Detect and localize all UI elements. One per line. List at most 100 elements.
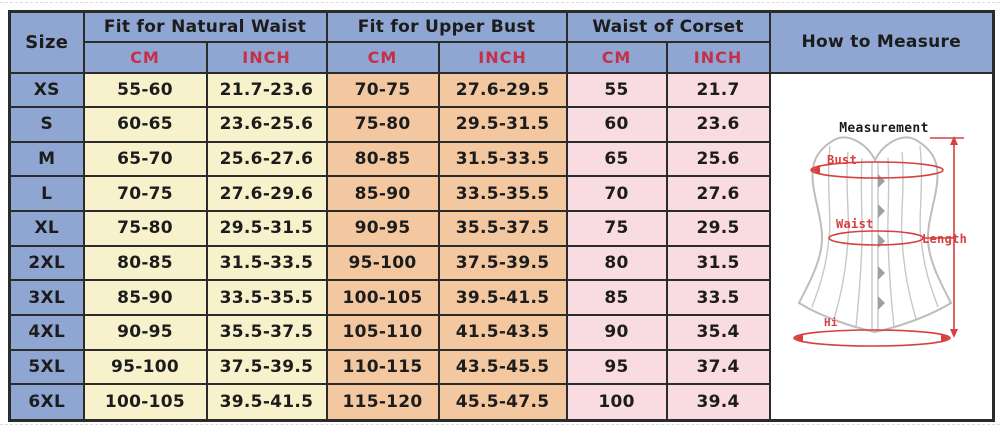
cell-nw-cm: 90-95 bbox=[82, 314, 208, 351]
size-column-header: Size bbox=[8, 10, 85, 74]
table-row-2xl: 2XL 80-85 31.5-33.5 95-100 37.5-39.5 80 … bbox=[8, 244, 994, 282]
corset-measurement-diagram: Measurement Bust Waist Length Hi bbox=[793, 121, 967, 347]
cell-ub-inch: 43.5-45.5 bbox=[437, 348, 568, 386]
natural-waist-group-header: Fit for Natural Waist bbox=[82, 10, 328, 43]
table-row-4xl: 4XL 90-95 35.5-37.5 105-110 41.5-43.5 90… bbox=[8, 314, 994, 351]
cell-nw-cm: 55-60 bbox=[82, 71, 208, 109]
upper-bust-group-header: Fit for Upper Bust bbox=[325, 10, 568, 43]
cell-ub-inch: 39.5-41.5 bbox=[437, 279, 568, 317]
size-cell: L bbox=[8, 175, 85, 213]
table-row-6xl: 6XL 100-105 39.5-41.5 115-120 45.5-47.5 … bbox=[8, 383, 994, 421]
table-row-m: M 65-70 25.6-27.6 80-85 31.5-33.5 65 25.… bbox=[8, 140, 994, 178]
table-row-l: L 70-75 27.6-29.6 85-90 33.5-35.5 70 27.… bbox=[8, 175, 994, 213]
cell-wc-inch: 33.5 bbox=[665, 279, 771, 317]
cell-nw-inch: 37.5-39.5 bbox=[205, 348, 328, 386]
table-row-5xl: 5XL 95-100 37.5-39.5 110-115 43.5-45.5 9… bbox=[8, 348, 994, 386]
cell-wc-cm: 85 bbox=[565, 279, 668, 317]
cell-wc-cm: 90 bbox=[565, 314, 668, 351]
bust-label: Bust bbox=[827, 153, 857, 167]
cell-ub-cm: 95-100 bbox=[325, 244, 440, 282]
cell-nw-cm: 85-90 bbox=[82, 279, 208, 317]
cell-ub-inch: 37.5-39.5 bbox=[437, 244, 568, 282]
cell-wc-cm: 60 bbox=[565, 106, 668, 143]
cell-wc-inch: 25.6 bbox=[665, 140, 771, 178]
cell-ub-inch: 45.5-47.5 bbox=[437, 383, 568, 421]
cell-nw-cm: 65-70 bbox=[82, 140, 208, 178]
cell-nw-inch: 33.5-35.5 bbox=[205, 279, 328, 317]
how-to-measure-header: How to Measure bbox=[768, 10, 995, 74]
corset-waist-cm-header: CM bbox=[565, 40, 668, 74]
size-cell: 4XL bbox=[8, 314, 85, 351]
cell-wc-inch: 29.5 bbox=[665, 210, 771, 247]
upper-bust-cm-header: CM bbox=[325, 40, 440, 74]
cell-nw-cm: 70-75 bbox=[82, 175, 208, 213]
cell-wc-inch: 21.7 bbox=[665, 71, 771, 109]
table-row-xs: XS 55-60 21.7-23.6 70-75 27.6-29.5 55 21… bbox=[8, 71, 995, 421]
cell-nw-cm: 60-65 bbox=[82, 106, 208, 143]
length-label: Length bbox=[922, 232, 967, 246]
page-edge-line-top bbox=[0, 2, 1000, 3]
cell-ub-inch: 27.6-29.5 bbox=[437, 71, 568, 109]
cell-wc-cm: 75 bbox=[565, 210, 668, 247]
cell-ub-cm: 70-75 bbox=[325, 71, 440, 109]
size-chart-table: Size Fit for Natural Waist Fit for Upper… bbox=[8, 10, 996, 422]
cell-nw-cm: 95-100 bbox=[82, 348, 208, 386]
cell-wc-cm: 55 bbox=[565, 71, 668, 109]
corset-outline bbox=[797, 136, 953, 333]
hip-measure-ellipse bbox=[793, 328, 952, 347]
cell-nw-inch: 23.6-25.6 bbox=[205, 106, 328, 143]
natural-waist-inch-header: INCH bbox=[205, 40, 328, 74]
natural-waist-cm-header: CM bbox=[82, 40, 208, 74]
cell-ub-inch: 31.5-33.5 bbox=[437, 140, 568, 178]
cell-wc-inch: 23.6 bbox=[665, 106, 771, 143]
size-cell: XS bbox=[8, 71, 85, 109]
cell-wc-inch: 39.4 bbox=[665, 383, 771, 421]
cell-nw-cm: 75-80 bbox=[82, 210, 208, 247]
corset-waist-inch-header: INCH bbox=[665, 40, 771, 74]
size-cell: 6XL bbox=[8, 383, 85, 421]
size-cell: M bbox=[8, 140, 85, 178]
cell-ub-cm: 115-120 bbox=[325, 383, 440, 421]
size-cell: 2XL bbox=[8, 244, 85, 282]
table-row-xl: XL 75-80 29.5-31.5 90-95 35.5-37.5 75 29… bbox=[8, 210, 994, 247]
cell-ub-cm: 100-105 bbox=[325, 279, 440, 317]
size-cell: 3XL bbox=[8, 279, 85, 317]
cell-ub-inch: 41.5-43.5 bbox=[437, 314, 568, 351]
cell-wc-inch: 37.4 bbox=[665, 348, 771, 386]
cell-wc-cm: 65 bbox=[565, 140, 668, 178]
cell-wc-cm: 95 bbox=[565, 348, 668, 386]
cell-wc-inch: 27.6 bbox=[665, 175, 771, 213]
size-cell: XL bbox=[8, 210, 85, 247]
cell-wc-inch: 31.5 bbox=[665, 244, 771, 282]
cell-ub-cm: 110-115 bbox=[325, 348, 440, 386]
table-row-3xl: 3XL 85-90 33.5-35.5 100-105 39.5-41.5 85… bbox=[8, 279, 994, 317]
cell-nw-inch: 27.6-29.6 bbox=[205, 175, 328, 213]
cell-ub-cm: 80-85 bbox=[325, 140, 440, 178]
header-unit-row: CM INCH CM INCH CM INCH bbox=[10, 40, 994, 74]
cell-wc-cm: 70 bbox=[565, 175, 668, 213]
cell-nw-cm: 100-105 bbox=[82, 383, 208, 421]
cell-nw-inch: 35.5-37.5 bbox=[205, 314, 328, 351]
cell-nw-inch: 29.5-31.5 bbox=[205, 210, 328, 247]
cell-ub-cm: 75-80 bbox=[325, 106, 440, 143]
cell-nw-inch: 25.6-27.6 bbox=[205, 140, 328, 178]
waist-label: Waist bbox=[836, 217, 874, 231]
cell-nw-inch: 39.5-41.5 bbox=[205, 383, 328, 421]
table-row-s: S 60-65 23.6-25.6 75-80 29.5-31.5 60 23.… bbox=[8, 106, 994, 143]
cell-ub-cm: 90-95 bbox=[325, 210, 440, 247]
waist-of-corset-group-header: Waist of Corset bbox=[565, 10, 771, 43]
cell-nw-inch: 21.7-23.6 bbox=[205, 71, 328, 109]
upper-bust-inch-header: INCH bbox=[437, 40, 568, 74]
cell-wc-cm: 100 bbox=[565, 383, 668, 421]
measurement-arrowheads bbox=[794, 135, 959, 342]
cell-ub-inch: 29.5-31.5 bbox=[437, 106, 568, 143]
how-to-measure-cell: Measurement Bust Waist Length Hi bbox=[768, 71, 995, 421]
size-cell: 5XL bbox=[8, 348, 85, 386]
header-group-row: Size Fit for Natural Waist Fit for Upper… bbox=[8, 10, 995, 74]
cell-nw-cm: 80-85 bbox=[82, 244, 208, 282]
cell-nw-inch: 31.5-33.5 bbox=[205, 244, 328, 282]
cell-wc-inch: 35.4 bbox=[665, 314, 771, 351]
cell-ub-inch: 35.5-37.5 bbox=[437, 210, 568, 247]
cell-wc-cm: 80 bbox=[565, 244, 668, 282]
page-edge-line-bottom bbox=[0, 424, 1000, 425]
